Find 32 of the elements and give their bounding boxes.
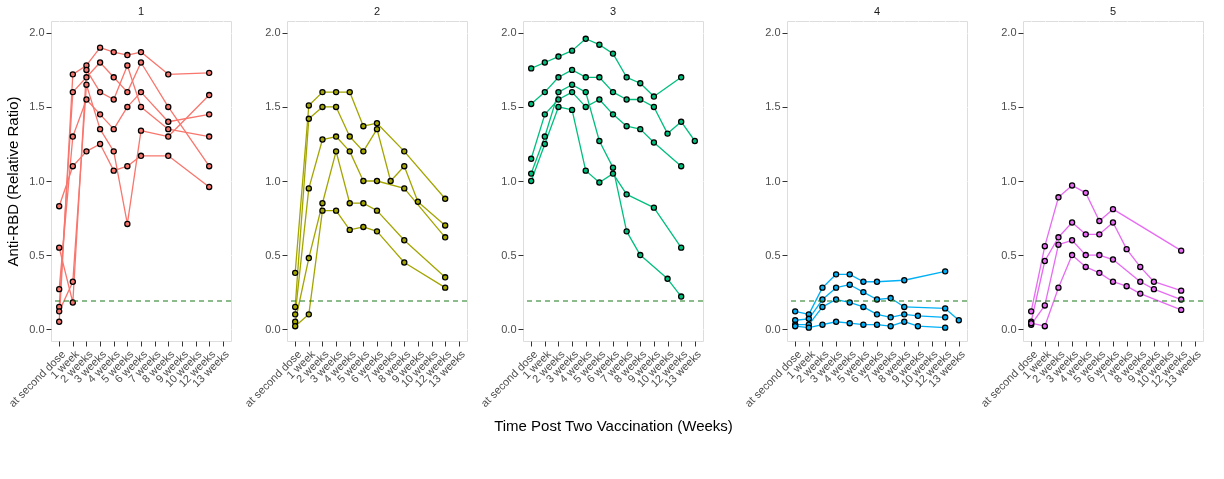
- y-tick-label: 0.0: [265, 322, 281, 335]
- y-tick-label: 2.0: [501, 26, 517, 39]
- y-tick-label: 2.0: [1001, 26, 1017, 39]
- x-axis-title: Time Post Two Vaccination (Weeks): [494, 417, 733, 435]
- y-tick-label: 1.5: [1001, 100, 1017, 113]
- y-tick-label: 0.5: [1001, 248, 1017, 261]
- y-tick-label: 0.0: [29, 322, 45, 335]
- y-tick-label: 1.5: [29, 100, 45, 113]
- y-tick-label: 1.0: [265, 174, 281, 187]
- chart-title: 1: [137, 5, 145, 17]
- y-tick-label: 0.5: [29, 248, 45, 261]
- y-tick-label: 1.0: [501, 174, 517, 187]
- y-tick-label: 0.5: [501, 248, 517, 261]
- y-tick-label: 0.0: [1001, 322, 1017, 335]
- chart-title: 5: [1109, 5, 1117, 17]
- y-tick-label: 2.0: [265, 26, 281, 39]
- y-tick-label: 2.0: [765, 26, 781, 39]
- y-tick-label: 1.0: [29, 174, 45, 187]
- y-tick-label: 1.0: [765, 174, 781, 187]
- y-tick-label: 0.5: [265, 248, 281, 261]
- y-tick-label: 0.0: [501, 322, 517, 335]
- y-tick-label: 1.0: [1001, 174, 1017, 187]
- y-tick-label: 1.5: [765, 100, 781, 113]
- y-tick-label: 1.5: [265, 100, 281, 113]
- chart-title: 3: [609, 5, 617, 17]
- y-tick-label: 0.0: [765, 322, 781, 335]
- chart-title: 4: [873, 5, 881, 17]
- y-tick-label: 1.5: [501, 100, 517, 113]
- y-axis-title: Anti-RBD (Relative Ratio): [4, 96, 22, 267]
- y-tick-label: 2.0: [29, 26, 45, 39]
- chart-title: 2: [373, 5, 381, 17]
- y-tick-label: 0.5: [765, 248, 781, 261]
